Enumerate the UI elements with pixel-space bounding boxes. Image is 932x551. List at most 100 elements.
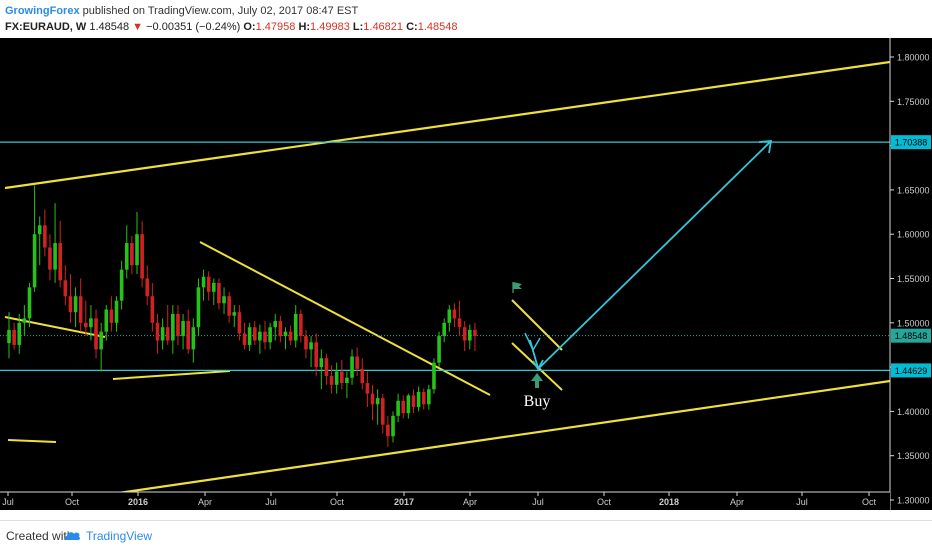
candle-body xyxy=(406,395,411,414)
candle-body xyxy=(27,287,32,319)
price-tag-label: 1.48548 xyxy=(895,331,928,341)
price-chart[interactable]: 1.800001.750001.700001.650001.600001.550… xyxy=(0,38,932,510)
candle-body xyxy=(375,398,380,405)
candle-body xyxy=(273,321,278,328)
candle-body xyxy=(304,336,308,350)
candle-body xyxy=(237,312,242,334)
price-tag-label: 1.44629 xyxy=(895,366,928,376)
candle-body xyxy=(68,296,73,313)
candle-body xyxy=(206,276,211,292)
candle-body xyxy=(329,375,334,385)
candle-body xyxy=(370,393,375,405)
price-change: −0.00351 (−0.24%) xyxy=(146,21,241,33)
candle-body xyxy=(350,356,354,378)
candle-body xyxy=(355,356,359,369)
candle-body xyxy=(232,312,237,316)
candle-body xyxy=(365,383,370,394)
candle-body xyxy=(165,327,170,341)
y-tick-label: 1.35000 xyxy=(897,451,930,461)
candle-body xyxy=(401,400,406,414)
candle-body xyxy=(299,313,303,337)
candle-body xyxy=(421,391,426,405)
candle-body xyxy=(89,318,93,328)
candle-body xyxy=(181,321,185,337)
tradingview-logo-icon xyxy=(64,532,81,540)
down-arrow-icon: ▼ xyxy=(132,21,144,33)
published-text: published on TradingView.com, July 02, 2… xyxy=(82,5,359,17)
y-tick-label: 1.50000 xyxy=(897,318,930,328)
candle-body xyxy=(160,327,165,341)
candle-body xyxy=(104,309,109,332)
candle-body xyxy=(242,333,247,345)
price-tag-label: 1.70388 xyxy=(895,138,928,148)
candle-body xyxy=(386,424,390,437)
descending-trendline xyxy=(199,241,491,396)
y-tick-label: 1.65000 xyxy=(897,185,930,195)
candle-body xyxy=(416,391,421,407)
candle-body xyxy=(314,342,318,368)
price-tags: 1.70388 1.48548 1.44629 xyxy=(891,135,931,378)
candle-body xyxy=(345,377,349,384)
candle-body xyxy=(252,327,257,341)
buy-up-arrow-icon xyxy=(531,373,543,388)
publisher-link[interactable]: GrowingForex xyxy=(5,5,80,17)
candle-body xyxy=(396,400,400,416)
candle-body xyxy=(140,234,144,279)
candle-body xyxy=(278,321,283,337)
symbol-label[interactable]: FX:EURAUD, W xyxy=(5,21,87,33)
candle-body xyxy=(324,358,329,376)
last-price: 1.48548 xyxy=(89,21,130,33)
candle-body xyxy=(217,282,221,304)
candle-body xyxy=(94,318,98,350)
candle-body xyxy=(288,331,293,341)
candle-body xyxy=(258,331,262,341)
high-value: 1.49983 xyxy=(310,21,350,33)
flag-upper-line xyxy=(511,299,563,351)
marker-layer xyxy=(512,140,773,388)
time-axis[interactable] xyxy=(0,492,890,510)
flag-icon xyxy=(513,282,522,289)
close-label: C: xyxy=(406,21,418,33)
buy-annotation: Buy xyxy=(524,393,551,410)
candle-body xyxy=(334,371,339,385)
candle-body xyxy=(427,389,431,405)
candle-body xyxy=(7,329,11,344)
x-tick-label: Jul xyxy=(265,497,277,507)
candle-body xyxy=(340,371,344,384)
candle-body xyxy=(186,321,190,350)
candle-body xyxy=(191,327,196,350)
open-label: O: xyxy=(243,21,256,33)
x-tick-label: Apr xyxy=(463,497,477,507)
candle-body xyxy=(114,300,119,323)
candle-body xyxy=(411,395,416,407)
lower-channel-line xyxy=(69,379,891,502)
candle-body xyxy=(222,296,226,304)
support-line xyxy=(112,370,231,380)
candle-body xyxy=(78,296,83,323)
candle-body xyxy=(227,296,231,316)
left-resistance-line xyxy=(4,316,106,338)
candle-body xyxy=(84,322,88,328)
candle-body xyxy=(212,282,216,292)
candle-body xyxy=(32,234,37,288)
created-with-label: Created with xyxy=(6,529,74,543)
x-tick-label: Oct xyxy=(330,497,345,507)
low-value: 1.46821 xyxy=(363,21,404,33)
x-tick-label: Oct xyxy=(597,497,612,507)
trendline-layer xyxy=(4,60,891,502)
chart-area[interactable]: 1.800001.750001.700001.650001.600001.550… xyxy=(0,38,932,510)
short-level-line xyxy=(7,439,57,443)
candle-body xyxy=(263,331,267,343)
down-projection-line xyxy=(529,339,539,369)
price-axis[interactable] xyxy=(890,38,932,510)
candle-body xyxy=(247,327,252,345)
tradingview-link[interactable]: TradingView xyxy=(86,529,153,543)
y-tick-label: 1.40000 xyxy=(897,407,930,417)
candle-body xyxy=(22,318,27,323)
upper-channel-line xyxy=(4,60,891,190)
candle-body xyxy=(452,309,457,319)
candle-body xyxy=(135,234,139,266)
x-tick-label: Oct xyxy=(65,497,80,507)
candle-body xyxy=(48,247,52,270)
candle-body xyxy=(391,415,395,437)
